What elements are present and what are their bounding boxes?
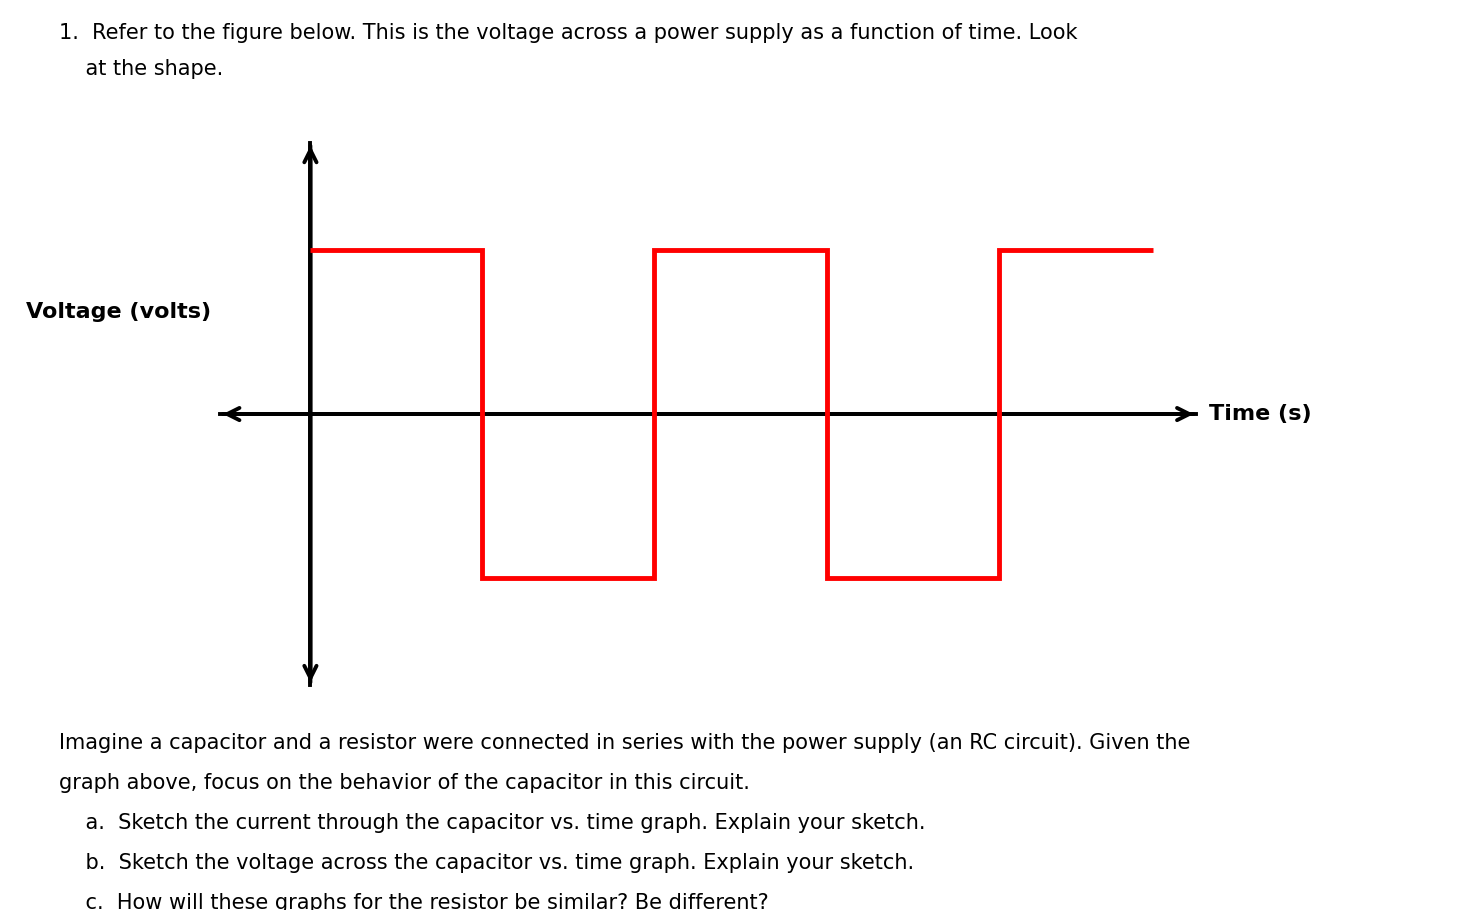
Text: c.  How will these graphs for the resistor be similar? Be different?: c. How will these graphs for the resisto…: [59, 893, 770, 910]
Text: b.  Sketch the voltage across the capacitor vs. time graph. Explain your sketch.: b. Sketch the voltage across the capacit…: [59, 853, 915, 873]
Text: Time (s): Time (s): [1209, 404, 1311, 424]
Text: Imagine a capacitor and a resistor were connected in series with the power suppl: Imagine a capacitor and a resistor were …: [59, 733, 1190, 753]
Text: at the shape.: at the shape.: [59, 59, 223, 79]
Text: Voltage (volts): Voltage (volts): [27, 302, 212, 322]
Text: graph above, focus on the behavior of the capacitor in this circuit.: graph above, focus on the behavior of th…: [59, 773, 750, 793]
Text: 1.  Refer to the figure below. This is the voltage across a power supply as a fu: 1. Refer to the figure below. This is th…: [59, 23, 1077, 43]
Text: a.  Sketch the current through the capacitor vs. time graph. Explain your sketch: a. Sketch the current through the capaci…: [59, 813, 925, 833]
